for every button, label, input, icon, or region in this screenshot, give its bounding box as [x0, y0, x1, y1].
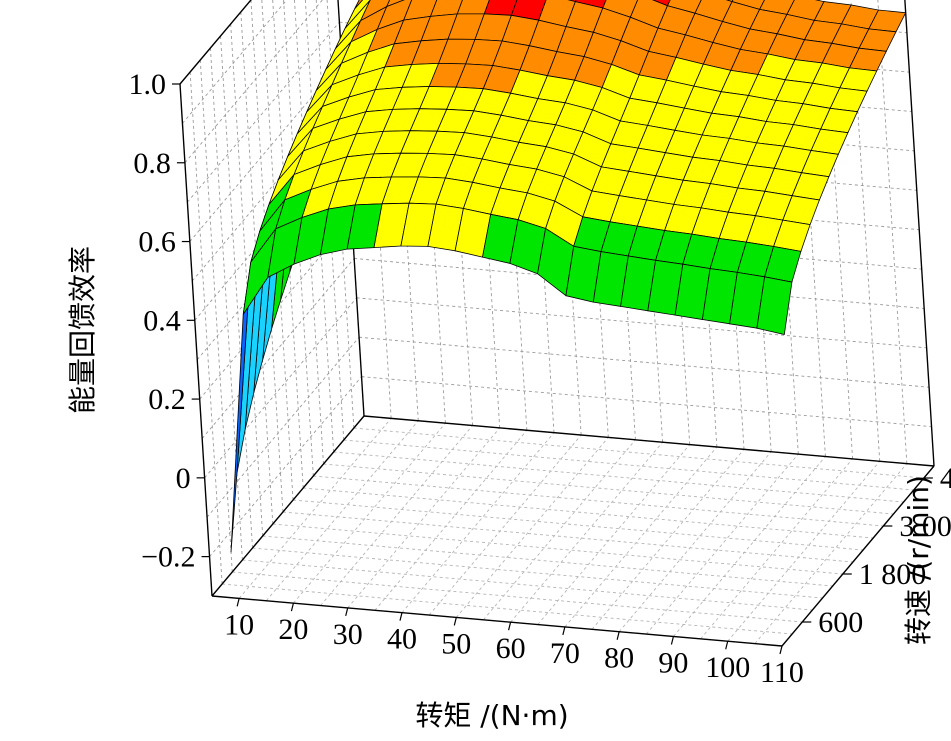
z-axis-title: 能量回馈效率	[66, 246, 99, 414]
back-wall-grid-line	[445, 0, 474, 426]
x-tick-mark	[345, 607, 349, 617]
floor-grid-line	[282, 511, 853, 563]
floor-grid-line	[313, 475, 884, 527]
back-wall-grid-line	[361, 376, 932, 428]
floor-grid-line	[374, 429, 528, 611]
x-tick-mark	[670, 636, 675, 645]
left-wall-grid-line	[199, 59, 233, 573]
x-tick-label: 110	[760, 656, 804, 689]
left-wall-grid-line	[283, 0, 314, 477]
z-tick-label: 1.0	[129, 68, 167, 101]
left-wall-grid-line	[250, 0, 284, 513]
left-wall-grid-line	[315, 0, 345, 441]
x-tick-mark	[616, 631, 620, 640]
x-tick-mark	[562, 626, 566, 636]
back-wall-grid-line	[391, 0, 419, 421]
x-tick-mark	[453, 617, 457, 626]
x-tick-mark	[779, 645, 783, 655]
y-tick-label: 4 200	[940, 462, 951, 495]
floor-grid-line	[232, 571, 803, 623]
z-tick-label: 0.4	[143, 304, 181, 337]
floor-grid-line	[265, 420, 419, 602]
left-wall-grid-line	[220, 35, 253, 549]
axis-box-edge	[781, 465, 935, 647]
x-tick-label: 100	[705, 651, 750, 684]
x-tick-label: 60	[496, 632, 526, 665]
floor-grid-line	[333, 451, 904, 503]
z-tick-label: 0	[176, 462, 191, 495]
floor-grid-line	[353, 427, 924, 479]
floor-grid-line	[272, 523, 843, 575]
z-tick-label: 0.8	[133, 147, 171, 180]
y-axis-title: 转速 /(r/min)	[902, 475, 935, 645]
x-tick-label: 70	[550, 637, 580, 670]
left-wall-grid-line	[206, 336, 360, 518]
left-wall-grid-line	[294, 0, 324, 465]
floor-grid-line	[242, 559, 813, 611]
back-wall-grid-line	[351, 218, 922, 270]
left-wall-grid-line	[179, 0, 252, 85]
z-tick-label: 0.6	[138, 226, 176, 259]
floor-grid-line	[262, 535, 833, 587]
left-wall-grid-line	[326, 0, 355, 429]
back-wall-grid-line	[359, 336, 930, 388]
axis-box-edge	[179, 83, 213, 597]
floor-grid-line	[428, 434, 582, 616]
x-tick-mark	[507, 622, 512, 631]
back-wall-grid-line	[418, 0, 446, 424]
left-wall-grid-line	[240, 11, 274, 525]
back-wall-grid-line	[349, 179, 920, 231]
y-tick-label: 1 800	[859, 558, 927, 591]
axis-box-edge	[211, 595, 783, 647]
y-tick-label: 3 000	[899, 510, 951, 543]
axis-box-edge	[179, 0, 252, 85]
left-wall-grid-line	[272, 0, 304, 489]
x-tick-mark	[236, 598, 240, 607]
left-wall-grid-line	[189, 71, 223, 585]
floor-grid-line	[320, 425, 473, 606]
x-tick-label: 40	[387, 623, 417, 656]
back-wall-grid-line	[354, 258, 925, 309]
x-tick-mark	[725, 641, 729, 650]
x-axis-title: 转矩 /(N·m)	[415, 699, 568, 732]
floor-grid-line	[252, 547, 823, 599]
surface-layer	[230, 0, 907, 553]
axis-box-edge	[904, 0, 935, 467]
x-tick-label: 30	[333, 618, 363, 651]
floor-grid-line	[293, 499, 864, 551]
x-tick-label: 20	[278, 613, 308, 646]
x-tick-label: 90	[658, 646, 688, 679]
floor-grid-line	[564, 446, 718, 628]
left-wall-grid-line	[230, 23, 264, 537]
axis-box-edge	[363, 415, 935, 467]
floor-grid-line	[673, 456, 826, 637]
back-wall-grid-line	[356, 297, 927, 349]
surface-cell	[756, 276, 793, 335]
floor-grid-line	[222, 583, 793, 635]
back-wall-grid-line	[364, 0, 392, 419]
x-tick-mark	[290, 602, 295, 612]
left-wall-grid-line	[261, 0, 294, 501]
left-wall-grid-line	[304, 0, 335, 453]
x-tick-label: 50	[441, 627, 471, 660]
x-tick-label: 80	[604, 642, 634, 675]
tick-layer: 10 20 30 40 50 60 70 80 90 100 110 600 1 800 3 000 4 2…	[129, 68, 951, 689]
floor-grid-line	[323, 463, 894, 515]
floor-grid-line	[343, 439, 914, 491]
x-tick-mark	[399, 612, 403, 621]
axis-box-edge	[211, 415, 365, 597]
floor-grid-line	[483, 439, 636, 621]
floor-grid-line	[618, 451, 772, 633]
z-tick-label: −0.2	[141, 541, 195, 574]
left-wall-grid-line	[209, 47, 243, 561]
y-tick-label: 600	[818, 606, 863, 639]
floor-grid-line	[303, 487, 874, 539]
z-tick-label: 0.2	[148, 383, 186, 416]
x-tick-label: 10	[224, 608, 254, 641]
